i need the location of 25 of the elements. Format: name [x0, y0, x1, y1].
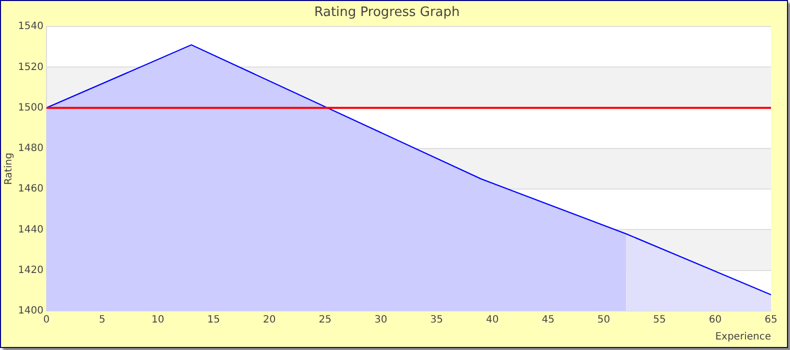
- x-tick-label: 55: [653, 314, 666, 326]
- x-tick-label: 15: [207, 314, 220, 326]
- y-tick-label: 1440: [18, 224, 44, 236]
- x-tick-label: 40: [486, 314, 499, 326]
- x-tick-label: 50: [597, 314, 610, 326]
- x-tick-label: 45: [542, 314, 554, 326]
- y-tick-label: 1460: [18, 184, 44, 195]
- x-axis-title: Experience: [715, 332, 771, 343]
- x-tick-label: 65: [764, 314, 778, 326]
- y-tick-label: 1520: [18, 62, 44, 73]
- x-tick-label: 0: [43, 314, 50, 326]
- y-axis-title: Rating: [4, 152, 15, 185]
- y-tick-label: 1500: [18, 102, 44, 114]
- x-tick-label: 35: [430, 314, 443, 326]
- y-tick-label: 1420: [18, 264, 44, 276]
- x-tick-label: 60: [708, 314, 722, 326]
- x-tick-label: 20: [263, 314, 276, 326]
- y-tick-label: 1480: [18, 143, 44, 154]
- y-tick-label: 1400: [18, 306, 44, 317]
- chart-title: Rating Progress Graph: [314, 5, 460, 20]
- x-tick-label: 30: [374, 314, 388, 326]
- y-tick-label: 1540: [18, 21, 44, 32]
- x-tick-label: 10: [152, 314, 164, 326]
- x-tick-label: 5: [98, 314, 106, 326]
- x-tick-label: 25: [318, 314, 332, 326]
